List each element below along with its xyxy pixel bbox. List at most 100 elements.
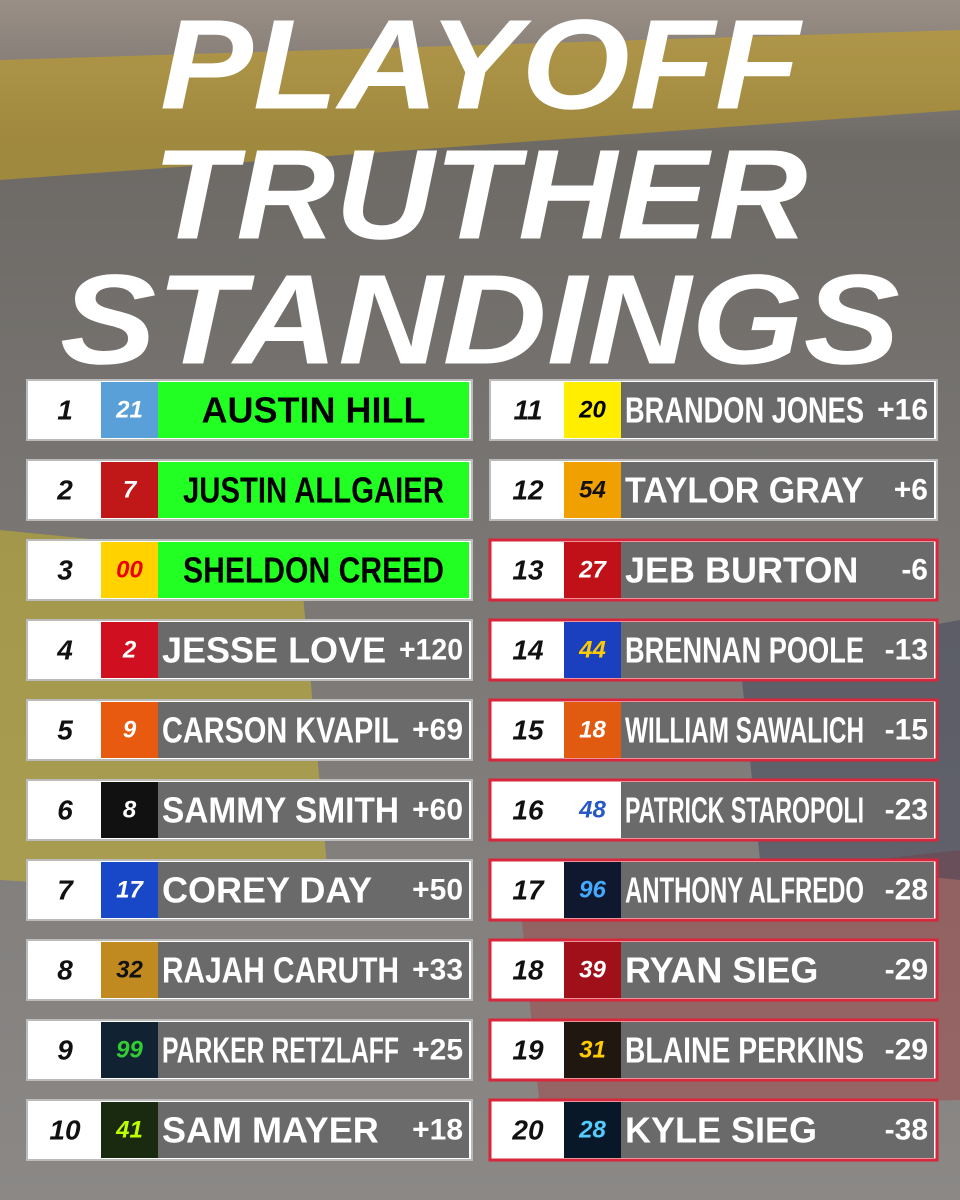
title-line: PLAYOFF (160, 0, 803, 137)
name-cell (158, 542, 469, 598)
standing-row: 11 20 BRANDON JONES +16 (489, 379, 938, 441)
points: -15 (885, 714, 928, 747)
standing-row: 10 41 SAM MAYER +18 (26, 1099, 473, 1161)
standing-row: 2 7 JUSTIN ALLGAIER (26, 459, 473, 521)
car-number: 27 (578, 557, 607, 584)
position: 16 (512, 795, 544, 826)
car-badge (101, 942, 158, 998)
standing-row: 7 17 COREY DAY +50 (26, 859, 473, 921)
name-cell (158, 862, 469, 918)
name-cell (621, 462, 934, 518)
position: 14 (512, 635, 544, 666)
name-cell (158, 942, 469, 998)
car-number: 31 (579, 1037, 606, 1064)
points: +120 (399, 634, 463, 667)
points: -29 (885, 1034, 928, 1067)
position: 15 (512, 715, 544, 746)
car-badge (101, 622, 158, 678)
car-number: 7 (123, 477, 138, 504)
car-number: 00 (116, 557, 143, 584)
car-badge (564, 382, 621, 438)
car-number: 17 (116, 877, 144, 904)
car-number: 54 (579, 477, 606, 504)
car-badge (564, 622, 621, 678)
standing-row: 19 31 BLAINE PERKINS -29 (488, 1018, 939, 1082)
standing-row: 6 8 SAMMY SMITH +60 (26, 779, 473, 841)
position: 6 (57, 795, 73, 826)
standing-row: 12 54 TAYLOR GRAY +6 (489, 459, 938, 521)
driver-name: RYAN SIEG (625, 950, 818, 991)
position: 11 (513, 395, 542, 426)
name-cell (621, 382, 934, 438)
name-cell (621, 1022, 934, 1078)
name-cell (158, 622, 469, 678)
car-number: 48 (578, 797, 606, 824)
wall (0, 30, 960, 180)
position: 5 (57, 715, 73, 746)
name-cell (621, 942, 934, 998)
driver-name: TAYLOR GRAY (625, 470, 864, 511)
driver-name: BLAINE PERKINS (625, 1030, 864, 1071)
driver-name: BRANDON JONES (625, 390, 864, 431)
position: 17 (512, 875, 545, 906)
driver-name: AUSTIN HILL (202, 390, 426, 431)
points: +33 (412, 954, 463, 987)
points: +16 (877, 394, 928, 427)
car-number: 41 (115, 1117, 143, 1144)
driver-name: KYLE SIEG (625, 1110, 817, 1151)
car-badge (564, 942, 621, 998)
standing-row: 1 21 AUSTIN HILL (26, 379, 473, 441)
name-cell (621, 1102, 934, 1158)
car-badge (101, 782, 158, 838)
car-badge (101, 462, 158, 518)
standing-row: 20 28 KYLE SIEG -38 (488, 1098, 939, 1162)
car-badge (564, 862, 621, 918)
position: 9 (57, 1035, 73, 1066)
points: -29 (885, 954, 928, 987)
points: -6 (901, 554, 928, 587)
car-badge (101, 862, 158, 918)
standing-row: 5 9 CARSON KVAPIL +69 (26, 699, 473, 761)
title-line: STANDINGS (60, 249, 900, 392)
name-cell (158, 1022, 469, 1078)
name-cell (158, 702, 469, 758)
car-badge (564, 1022, 621, 1078)
car-badge (564, 1102, 621, 1158)
driver-name: ANTHONY ALFREDO (625, 870, 864, 911)
points: -13 (885, 634, 928, 667)
points: +60 (412, 794, 463, 827)
driver-name: CARSON KVAPIL (162, 710, 399, 751)
points: -38 (885, 1114, 928, 1147)
position: 12 (512, 475, 544, 506)
car-number: 99 (116, 1037, 143, 1064)
car-badge (564, 702, 621, 758)
car-number: 39 (579, 957, 606, 984)
car-number: 32 (116, 957, 143, 984)
points: +69 (412, 714, 463, 747)
standing-row: 14 44 BRENNAN POOLE -13 (488, 618, 939, 682)
name-cell (621, 782, 934, 838)
car-number: 9 (123, 717, 137, 744)
points: +25 (412, 1034, 463, 1067)
position: 2 (56, 475, 73, 506)
driver-name: PARKER RETZLAFF (162, 1030, 399, 1071)
position: 7 (57, 875, 74, 906)
standing-row: 4 2 JESSE LOVE +120 (26, 619, 473, 681)
car-badge (101, 542, 158, 598)
position: 8 (57, 955, 73, 986)
name-cell (158, 462, 469, 518)
car-number: 20 (578, 397, 606, 424)
standing-row: 8 32 RAJAH CARUTH +33 (26, 939, 473, 1001)
position: 19 (512, 1035, 544, 1066)
name-cell (621, 542, 934, 598)
car-badge (101, 1102, 158, 1158)
driver-name: JESSE LOVE (162, 630, 386, 671)
driver-name: SAMMY SMITH (162, 790, 399, 831)
position: 1 (57, 395, 73, 426)
car-number: 8 (123, 797, 137, 824)
standing-row: 9 99 PARKER RETZLAFF +25 (26, 1019, 473, 1081)
car-badge (101, 1022, 158, 1078)
